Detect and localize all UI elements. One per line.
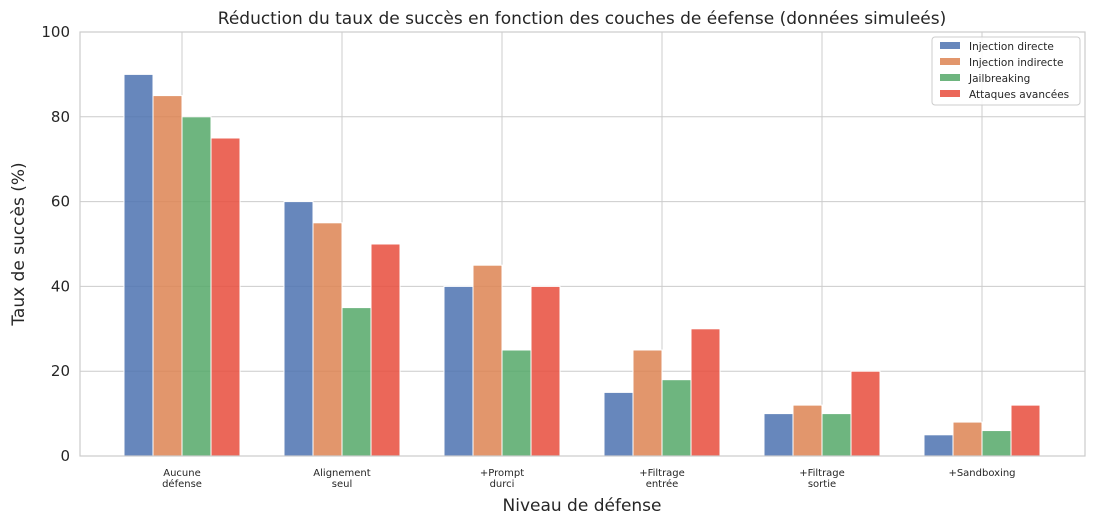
bar [981, 430, 1012, 457]
x-tick-label: Aucune [163, 468, 201, 479]
x-tick-label: défense [162, 478, 202, 490]
x-tick-label: seul [332, 479, 352, 490]
bar [341, 307, 372, 457]
x-tick-label: durci [490, 479, 515, 490]
bar [850, 370, 881, 457]
legend-label: Injection directe [969, 41, 1054, 53]
y-tick-label: 20 [51, 362, 70, 380]
legend-swatch [940, 42, 960, 49]
y-tick-label: 60 [51, 193, 70, 211]
bar [472, 264, 503, 457]
bar [530, 285, 561, 457]
bar [763, 413, 794, 457]
y-tick-label: 100 [41, 23, 70, 41]
bar [210, 137, 241, 457]
bar [661, 379, 692, 457]
y-tick-label: 80 [51, 108, 70, 126]
x-tick-label: +Filtrage [639, 468, 685, 479]
legend-swatch [940, 90, 960, 97]
chart-title: Réduction du taux de succès en fonction … [218, 9, 946, 29]
legend-label: Jailbreaking [968, 73, 1030, 85]
x-tick-label: +Sandboxing [948, 468, 1015, 479]
bar [312, 222, 343, 457]
bar [370, 243, 401, 457]
bar [443, 285, 474, 457]
bar [501, 349, 532, 457]
bar [1010, 404, 1041, 457]
x-tick-label: +Prompt [480, 468, 524, 479]
x-tick-label: Alignement [313, 468, 370, 479]
x-axis-label: Niveau de défense [503, 496, 662, 516]
x-tick-label: +Filtrage [799, 468, 845, 479]
legend-swatch [940, 74, 960, 81]
y-axis-label: Taux de succès (%) [9, 162, 29, 326]
legend-swatch [940, 58, 960, 65]
y-tick-label: 0 [60, 447, 70, 465]
legend-label: Attaques avancées [969, 89, 1069, 101]
bar [123, 73, 154, 457]
legend-label: Injection indirecte [969, 57, 1063, 69]
plot-frame [79, 31, 1086, 457]
bar [923, 434, 954, 457]
bar [283, 201, 314, 457]
bar [152, 95, 183, 457]
bar [181, 116, 212, 457]
x-tick-label: sortie [808, 479, 836, 490]
bar [632, 349, 663, 457]
y-tick-label: 40 [51, 277, 70, 295]
legend: Injection directe Injection indirecte Jail… [931, 36, 1081, 106]
bar [952, 421, 983, 457]
bar [792, 404, 823, 457]
legend-box [931, 36, 1081, 106]
bar [690, 328, 721, 457]
bar [821, 413, 852, 457]
x-tick-label: entrée [646, 478, 679, 490]
bar [603, 391, 634, 457]
